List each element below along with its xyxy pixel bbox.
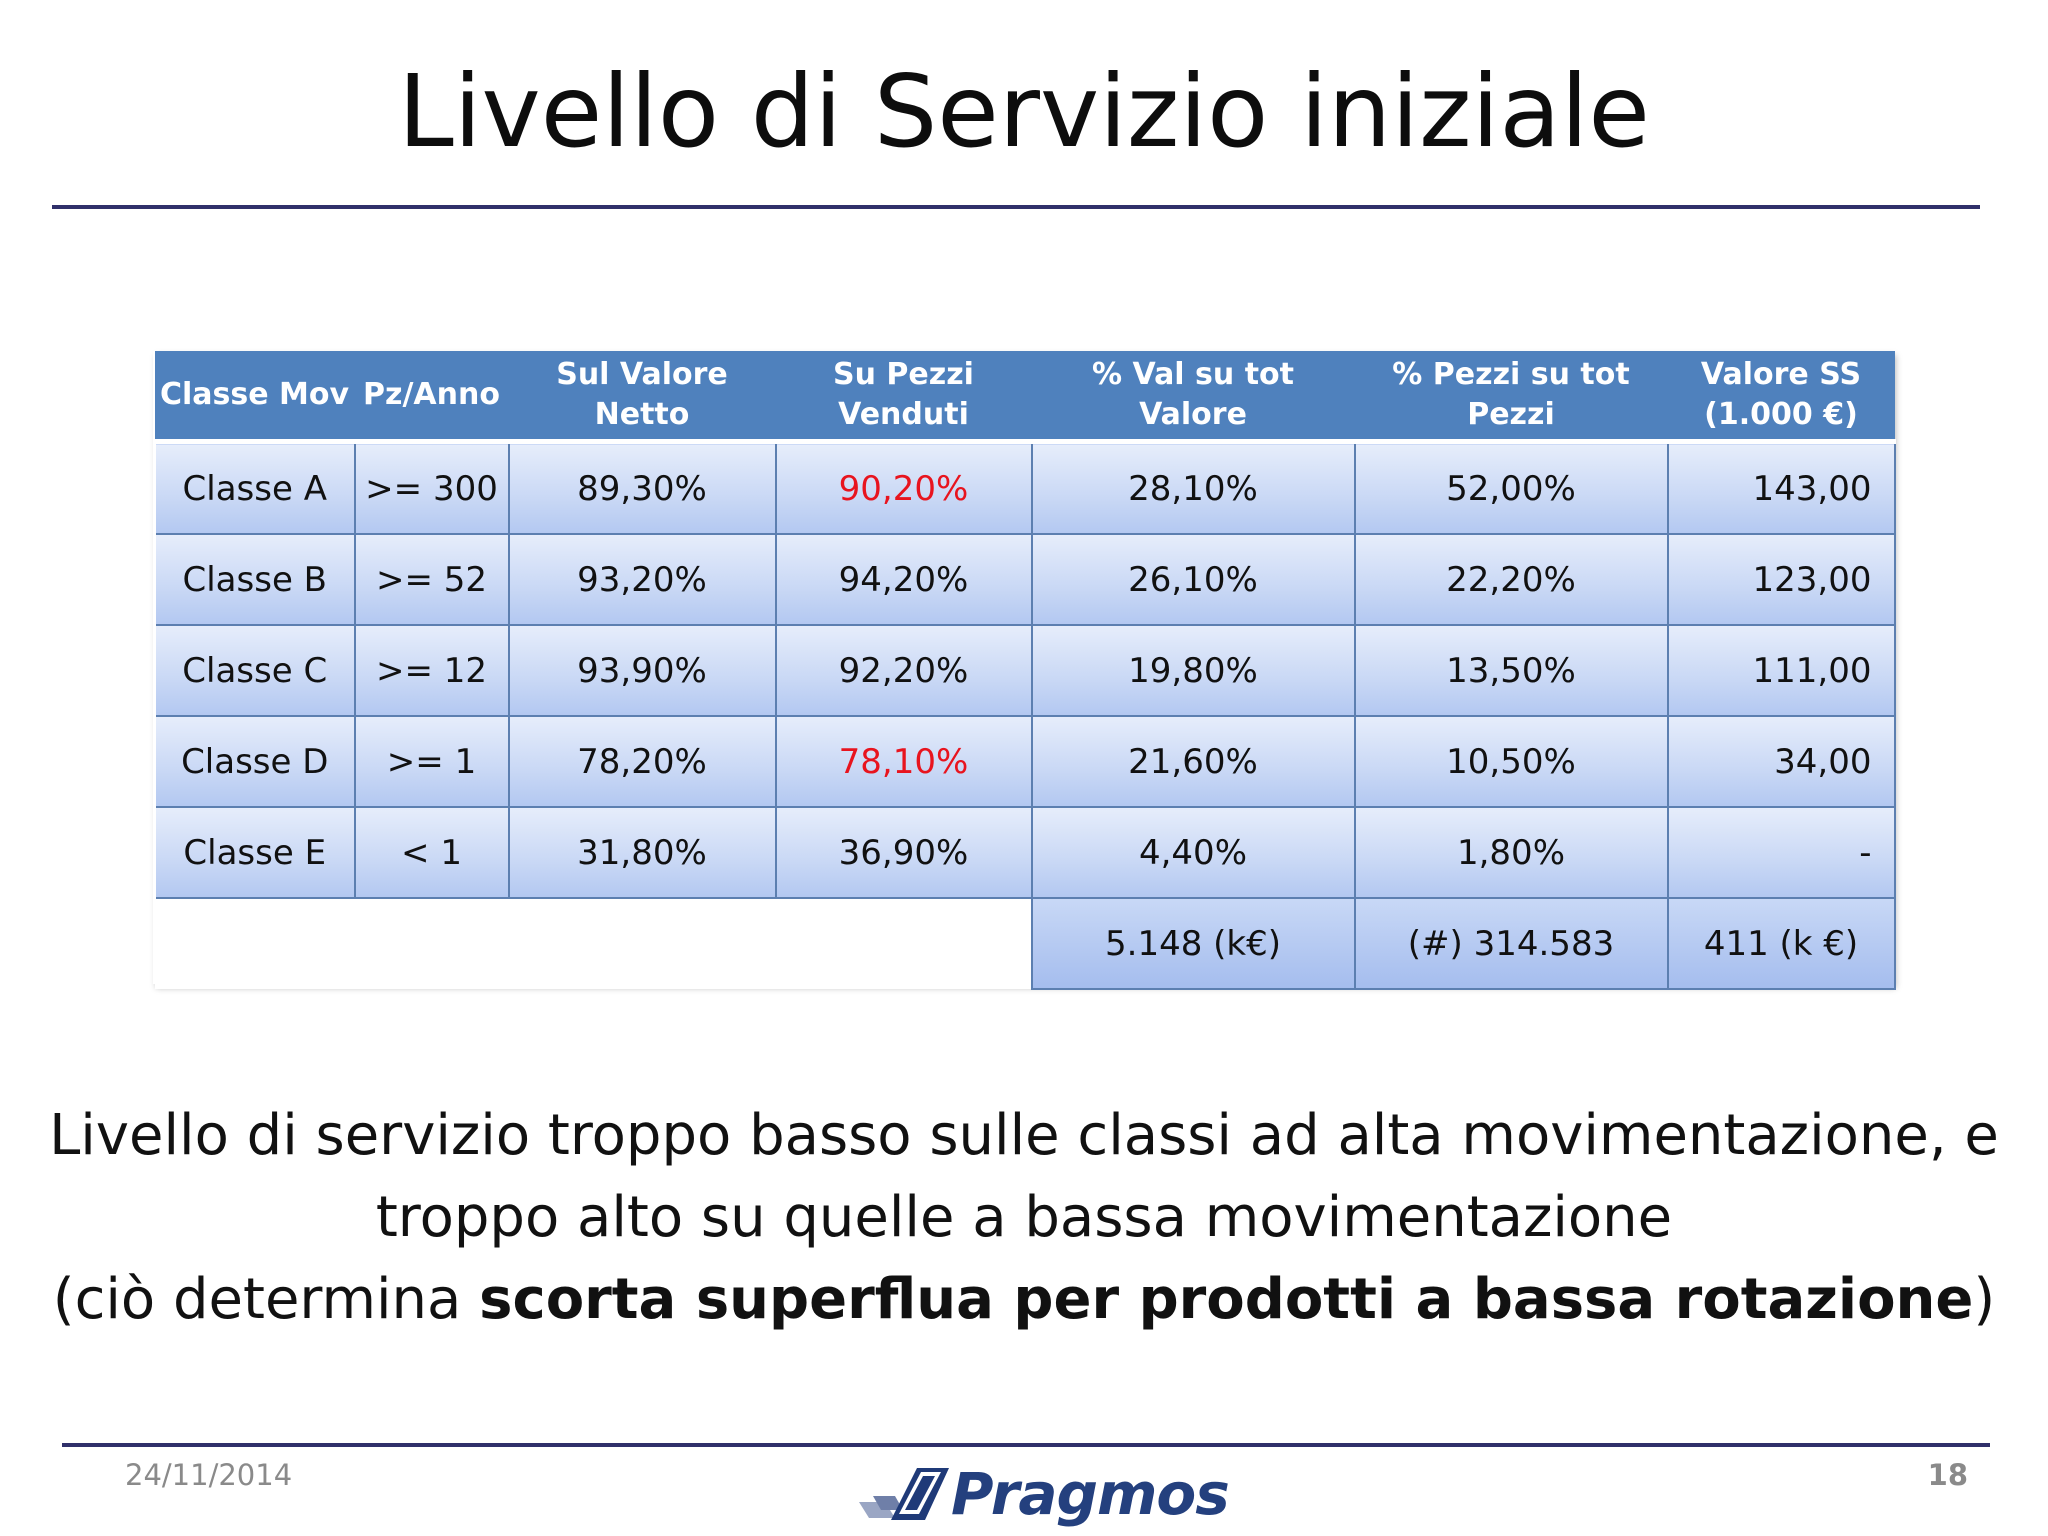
cell-pezzi-tot: 52,00% (1353, 440, 1669, 535)
header-valore-ss-line2: (1.000 €) (1704, 397, 1858, 432)
cell-pezzi-venduti: 94,20% (774, 533, 1033, 626)
total-pezzi-tot: (#) 314.583 (1353, 897, 1669, 990)
title-divider (52, 205, 1980, 209)
footer-divider (62, 1443, 1990, 1447)
cell-pz-anno: >= 12 (353, 624, 510, 717)
conclusion-text: Livello di servizio troppo basso sulle c… (0, 1095, 2048, 1341)
cell-pezzi-venduti: 92,20% (774, 624, 1033, 717)
cell-valore-ss: - (1666, 806, 1896, 899)
page-number: 18 (1927, 1458, 1968, 1492)
cell-pz-anno: < 1 (353, 806, 510, 899)
cell-pezzi-tot: 1,80% (1353, 806, 1669, 899)
table-row-classe-b: Classe B >= 52 93,20% 94,20% 26,10% 22,2… (153, 533, 1896, 626)
cell-pz-anno: >= 300 (353, 440, 510, 535)
total-valore-ss: 411 (k €) (1666, 897, 1896, 990)
service-level-table: Classe Mov Pz/Anno Sul Valore Netto Su P… (153, 351, 1896, 990)
cell-pz-anno: >= 1 (353, 715, 510, 808)
totals-blank-cell (154, 898, 1032, 989)
table-row-classe-d: Classe D >= 1 78,20% 78,10% 21,60% 10,50… (153, 715, 1896, 808)
table-totals-row: 5.148 (k€) (#) 314.583 411 (k €) (154, 897, 1896, 990)
header-pz-anno: Pz/Anno (354, 351, 509, 444)
slide-title: Livello di Servizio iniziale (398, 53, 1650, 170)
table-header-row: Classe Mov Pz/Anno Sul Valore Netto Su P… (154, 351, 1895, 444)
service-level-table-container: Classe Mov Pz/Anno Sul Valore Netto Su P… (153, 351, 1896, 990)
table-row-classe-e: Classe E < 1 31,80% 36,90% 4,40% 1,80% - (153, 806, 1896, 899)
cell-val-tot: 21,60% (1030, 715, 1356, 808)
pragmos-logo-text: Pragmos (951, 1460, 1230, 1528)
pragmos-logo: Pragmos (855, 1460, 1230, 1530)
cell-valore-netto: 31,80% (507, 806, 777, 899)
cell-pezzi-venduti: 36,90% (774, 806, 1033, 899)
header-valore-ss: Valore SS (1.000 €) (1667, 351, 1895, 444)
conclusion-line-3-post: ) (1973, 1267, 1996, 1332)
conclusion-line-3: (ciò determina scorta superflua per prod… (0, 1259, 2048, 1341)
cell-pezzi-venduti-highlighted: 78,10% (774, 715, 1033, 808)
conclusion-line-3-pre: (ciò determina (52, 1267, 480, 1332)
table-row-classe-c: Classe C >= 12 93,90% 92,20% 19,80% 13,5… (153, 624, 1896, 717)
total-val-tot: 5.148 (k€) (1030, 897, 1356, 990)
cell-pz-anno: >= 52 (353, 533, 510, 626)
cell-valore-netto: 89,30% (507, 440, 777, 535)
cell-classe: Classe B (153, 533, 356, 626)
conclusion-line-2: troppo alto su quelle a bassa movimentaz… (375, 1185, 1673, 1250)
cell-val-tot: 4,40% (1030, 806, 1356, 899)
cell-valore-ss: 111,00 (1666, 624, 1896, 717)
header-val-su-tot-valore: % Val su tot Valore (1031, 351, 1355, 444)
header-valore-ss-line1: Valore SS (1700, 357, 1862, 392)
cell-classe: Classe E (153, 806, 356, 899)
footer-date: 24/11/2014 (125, 1458, 293, 1492)
cell-valore-ss: 143,00 (1666, 440, 1896, 535)
cell-classe: Classe D (153, 715, 356, 808)
cell-pezzi-tot: 22,20% (1353, 533, 1669, 626)
header-pezzi-su-tot-pezzi: % Pezzi su tot Pezzi (1354, 351, 1668, 444)
header-classe-mov: Classe Mov (154, 351, 355, 444)
header-su-pezzi-venduti: Su Pezzi Venduti (775, 351, 1032, 444)
cell-valore-netto: 78,20% (507, 715, 777, 808)
cell-classe: Classe A (153, 440, 356, 535)
cell-valore-ss: 123,00 (1666, 533, 1896, 626)
cell-val-tot: 28,10% (1030, 440, 1356, 535)
cell-valore-netto: 93,90% (507, 624, 777, 717)
conclusion-line-1: Livello di servizio troppo basso sulle c… (49, 1103, 1999, 1168)
cell-val-tot: 26,10% (1030, 533, 1356, 626)
cell-pezzi-tot: 10,50% (1353, 715, 1669, 808)
table-row-classe-a: Classe A >= 300 89,30% 90,20% 28,10% 52,… (153, 440, 1896, 535)
pragmos-logo-mark-icon (859, 1468, 949, 1520)
cell-val-tot: 19,80% (1030, 624, 1356, 717)
cell-valore-netto: 93,20% (507, 533, 777, 626)
header-sul-valore-netto: Sul Valore Netto (508, 351, 776, 444)
cell-pezzi-venduti-highlighted: 90,20% (774, 440, 1033, 535)
cell-classe: Classe C (153, 624, 356, 717)
cell-pezzi-tot: 13,50% (1353, 624, 1669, 717)
cell-valore-ss: 34,00 (1666, 715, 1896, 808)
conclusion-line-3-bold: scorta superflua per prodotti a bassa ro… (479, 1267, 1974, 1332)
